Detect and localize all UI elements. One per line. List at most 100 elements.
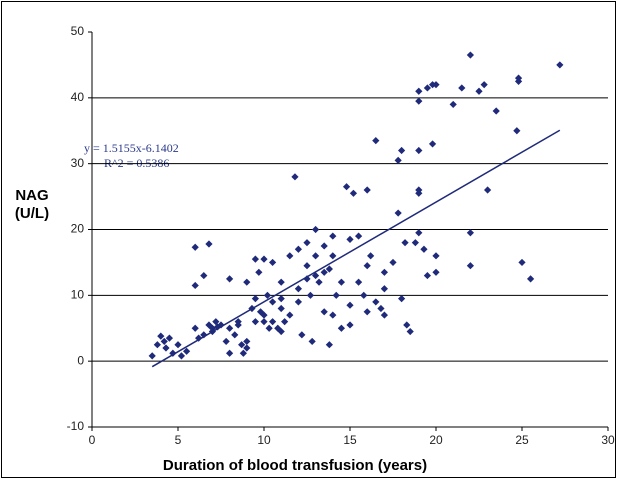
- x-tick-label: 15: [343, 433, 357, 447]
- point: [238, 341, 246, 349]
- y-tick-label: 20: [71, 222, 85, 236]
- point: [401, 239, 409, 247]
- trendline-r2: R^2 = 0.5386: [104, 156, 169, 170]
- point: [363, 186, 371, 194]
- point: [325, 341, 333, 349]
- x-tick-label: 5: [175, 433, 182, 447]
- point: [260, 318, 268, 326]
- point: [183, 347, 191, 355]
- point: [480, 81, 488, 89]
- point: [360, 291, 368, 299]
- point: [213, 323, 222, 331]
- point: [265, 324, 273, 332]
- point: [372, 298, 380, 306]
- point: [415, 97, 423, 105]
- point: [294, 285, 302, 293]
- point: [243, 278, 251, 286]
- point: [148, 352, 156, 360]
- point: [415, 229, 423, 237]
- point: [286, 311, 294, 319]
- y-tick-label: 10: [71, 288, 85, 302]
- point: [255, 268, 263, 276]
- point: [458, 84, 466, 92]
- point: [294, 298, 302, 306]
- point: [294, 245, 302, 253]
- x-axis-title: Duration of blood transfusion (years): [163, 457, 427, 474]
- point: [153, 341, 161, 349]
- point: [484, 186, 492, 194]
- point: [269, 318, 277, 326]
- point: [212, 318, 220, 326]
- point: [286, 252, 294, 260]
- point: [243, 344, 251, 352]
- y-tick-label: 0: [77, 353, 84, 367]
- point: [281, 318, 289, 326]
- point: [466, 51, 474, 59]
- point: [303, 239, 311, 247]
- point: [312, 225, 320, 234]
- point: [337, 278, 345, 286]
- point: [243, 337, 251, 346]
- point: [234, 318, 242, 326]
- point: [315, 278, 323, 286]
- point: [415, 186, 423, 194]
- point: [380, 311, 388, 319]
- x-tick-label: 30: [601, 433, 615, 447]
- point: [269, 258, 277, 267]
- point: [251, 255, 259, 263]
- point: [492, 107, 500, 115]
- point: [298, 331, 306, 339]
- point: [432, 268, 440, 276]
- point: [423, 84, 431, 92]
- point: [466, 262, 474, 270]
- y-tick-label: 40: [71, 90, 85, 104]
- point: [398, 146, 406, 155]
- point: [226, 275, 234, 283]
- x-tick-label: 0: [89, 433, 96, 447]
- point: [432, 81, 440, 89]
- point: [428, 140, 437, 148]
- y-tick-label: -10: [67, 419, 85, 433]
- point: [329, 311, 337, 319]
- point: [394, 209, 402, 217]
- point: [415, 87, 423, 95]
- point: [514, 74, 523, 82]
- point: [349, 189, 358, 197]
- point: [320, 242, 328, 250]
- point: [423, 271, 431, 280]
- point: [277, 304, 285, 313]
- point: [222, 337, 230, 346]
- point: [449, 100, 457, 109]
- point: [420, 245, 428, 253]
- point: [432, 252, 440, 260]
- point: [513, 127, 521, 135]
- point: [251, 295, 259, 303]
- y-tick-label: 30: [71, 156, 85, 170]
- point: [191, 324, 199, 332]
- point: [312, 252, 320, 260]
- point: [239, 349, 247, 357]
- point: [191, 243, 199, 251]
- y-axis-title: NAG: [15, 187, 48, 204]
- point: [363, 308, 371, 316]
- point: [372, 137, 380, 145]
- point: [346, 235, 354, 243]
- point: [269, 298, 277, 306]
- point: [303, 262, 311, 270]
- point: [332, 291, 340, 299]
- point: [325, 265, 333, 273]
- point: [226, 324, 234, 332]
- point: [200, 331, 208, 339]
- point: [518, 258, 526, 267]
- point: [346, 321, 354, 329]
- point: [355, 232, 363, 240]
- point: [165, 334, 173, 342]
- point: [277, 278, 285, 286]
- point: [157, 332, 165, 340]
- point: [380, 268, 388, 276]
- point: [231, 331, 239, 339]
- point: [263, 291, 272, 299]
- point: [466, 229, 474, 237]
